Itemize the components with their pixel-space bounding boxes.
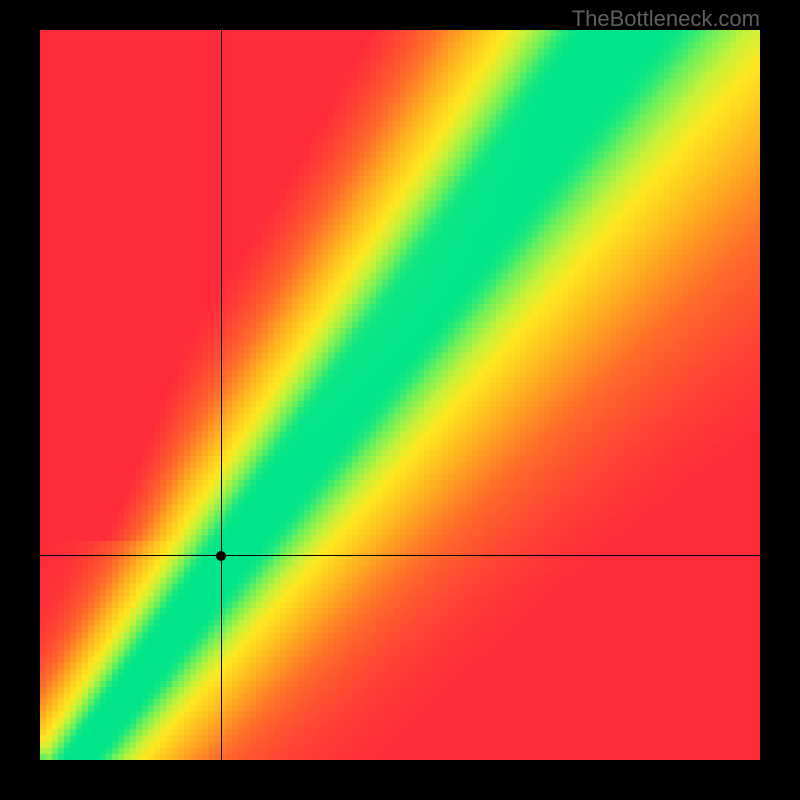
crosshair-vertical <box>221 30 222 760</box>
crosshair-marker <box>216 551 226 561</box>
watermark-text: TheBottleneck.com <box>572 6 760 32</box>
chart-container: TheBottleneck.com <box>0 0 800 800</box>
bottleneck-heatmap <box>40 30 760 760</box>
crosshair-horizontal <box>40 555 760 556</box>
